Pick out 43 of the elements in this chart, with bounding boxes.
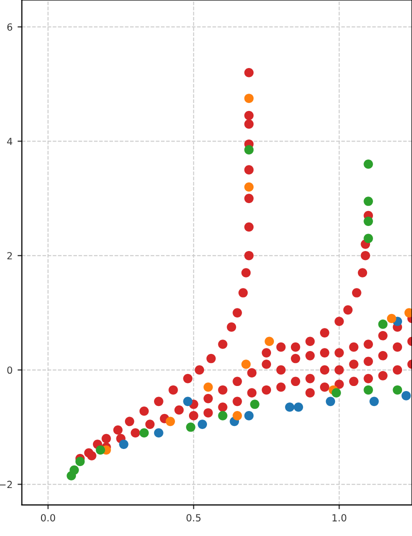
point [232,411,242,420]
point [70,465,79,475]
x-tick-label: 0.0 [40,514,56,522]
point [294,402,304,412]
point [404,308,412,318]
point [198,420,208,429]
point [369,396,379,406]
point [364,385,373,395]
point [285,402,294,412]
point [244,411,254,420]
x-tick-label: 0.5 [186,514,201,522]
y-tick-label: 0 [7,366,12,374]
point [183,396,192,406]
point [119,440,128,449]
point [244,145,254,154]
point [244,94,254,104]
point [332,388,341,398]
point [364,159,373,169]
y-tick-label: −2 [0,480,12,488]
x-tick-label: 1.0 [332,514,346,522]
point [326,396,336,406]
point [364,196,373,206]
point [386,314,396,324]
point [392,385,402,395]
point [154,428,164,438]
point [96,445,106,455]
y-tick-label: 4 [7,138,12,145]
point [75,456,85,466]
point [218,411,228,420]
point [241,360,251,369]
point [264,336,274,346]
point [204,382,213,392]
point [166,416,175,426]
point [364,216,373,226]
y-tick-label: 2 [7,252,12,260]
point [250,400,260,409]
y-tick-label: 6 [7,23,12,31]
point [244,182,254,192]
point [378,320,388,329]
point [186,422,196,432]
point [402,391,411,400]
point [139,428,149,438]
point [364,234,373,244]
